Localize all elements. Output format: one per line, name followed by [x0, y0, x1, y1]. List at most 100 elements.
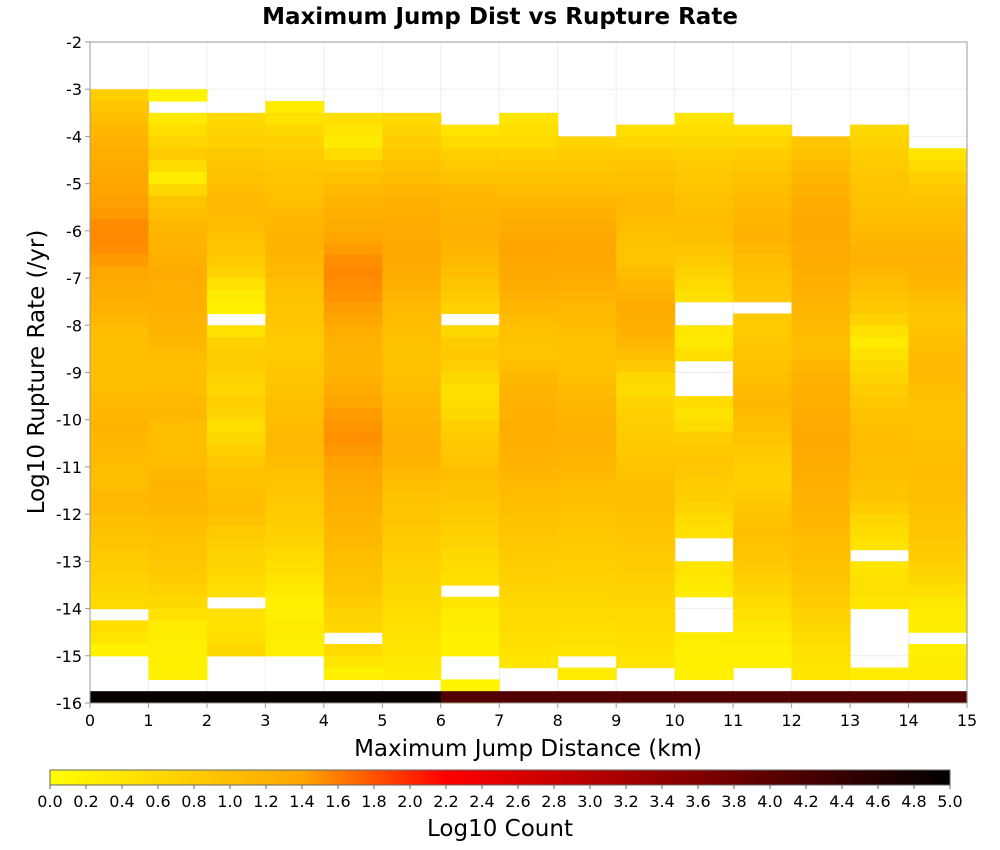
heatmap-cell: [206, 490, 266, 503]
heatmap-cell: [323, 337, 383, 350]
heatmap-cell: [90, 396, 150, 409]
heatmap-cell: [90, 254, 150, 267]
heatmap-cell: [323, 266, 383, 279]
heatmap-cell: [499, 643, 559, 657]
x-tick-label-5: 5: [377, 711, 387, 730]
y-axis-title: Log10 Rupture Rate (/yr): [24, 230, 50, 515]
heatmap-cell: [674, 136, 734, 149]
heatmap-cell: [557, 242, 617, 256]
heatmap-cell: [908, 171, 968, 185]
y-tick-label-5: -7: [66, 269, 82, 288]
heatmap-cell: [148, 112, 208, 126]
heatmap-cell: [674, 525, 734, 539]
heatmap-cell: [908, 655, 968, 669]
heatmap-cell: [674, 183, 734, 197]
heatmap-cell: [908, 431, 968, 444]
heatmap-cell: [850, 667, 910, 680]
heatmap-cell: [206, 372, 266, 385]
colorbar-tick-label-1: 0.2: [73, 792, 98, 811]
heatmap-cell: [908, 313, 968, 326]
heatmap-cell-bottom: [791, 691, 851, 703]
heatmap-cell: [557, 384, 617, 397]
heatmap-cell: [499, 632, 559, 645]
heatmap-cell: [616, 136, 676, 149]
heatmap-cell: [90, 537, 150, 551]
heatmap-cell: [557, 219, 617, 232]
heatmap-cell: [791, 549, 851, 562]
heatmap-cell: [557, 608, 617, 621]
heatmap-cell: [733, 313, 793, 326]
heatmap-cell: [90, 372, 150, 385]
heatmap-cell: [148, 466, 208, 480]
heatmap-cell: [908, 160, 968, 173]
colorbar-tick-label-8: 1.6: [325, 792, 350, 811]
heatmap-cell: [323, 502, 383, 515]
heatmap-cell: [440, 466, 500, 480]
heatmap-cell: [323, 490, 383, 503]
heatmap-cell: [382, 643, 442, 657]
heatmap-cell: [908, 608, 968, 621]
heatmap-cell: [382, 289, 442, 303]
heatmap-cell: [499, 266, 559, 279]
heatmap-cell: [90, 561, 150, 574]
heatmap-cell: [382, 301, 442, 315]
heatmap-cell: [382, 608, 442, 621]
heatmap-cell: [616, 278, 676, 291]
heatmap-cell: [206, 584, 266, 598]
x-tick-label-7: 7: [494, 711, 504, 730]
heatmap-cell: [382, 136, 442, 149]
heatmap-cell: [908, 337, 968, 350]
heatmap-cell: [206, 573, 266, 586]
heatmap-cell: [440, 455, 500, 468]
heatmap-cell: [206, 549, 266, 562]
y-tick-label-1: -3: [66, 80, 82, 99]
colorbar-tick-label-12: 2.4: [469, 792, 494, 811]
heatmap-cell: [616, 549, 676, 562]
heatmap-cell: [674, 325, 734, 338]
heatmap-cell-bottom: [382, 691, 442, 703]
heatmap-cell: [908, 348, 968, 362]
heatmap-cell: [850, 360, 910, 374]
heatmap-cell: [90, 525, 150, 539]
heatmap-cell: [382, 384, 442, 397]
heatmap-cell: [557, 407, 617, 421]
heatmap-cell: [499, 301, 559, 315]
heatmap-cell: [440, 337, 500, 350]
heatmap-cell: [265, 360, 325, 374]
heatmap-cell: [791, 301, 851, 315]
heatmap-cell: [440, 171, 500, 185]
heatmap-cell: [733, 419, 793, 433]
x-tick-label-6: 6: [436, 711, 446, 730]
heatmap-cell: [265, 561, 325, 574]
x-tick-label-10: 10: [664, 711, 684, 730]
colorbar-tick-label-18: 3.6: [685, 792, 710, 811]
colorbar-tick-label-19: 3.8: [721, 792, 746, 811]
heatmap-cell: [499, 148, 559, 161]
heatmap-cell: [148, 230, 208, 244]
heatmap-cell: [908, 443, 968, 456]
heatmap-cell: [90, 455, 150, 468]
heatmap-cell: [616, 608, 676, 621]
heatmap-cell: [206, 396, 266, 409]
heatmap-cell: [323, 254, 383, 267]
heatmap-cell: [323, 407, 383, 421]
heatmap-cell: [440, 443, 500, 456]
heatmap-cell: [90, 419, 150, 433]
heatmap-cell: [148, 325, 208, 338]
heatmap-cell: [674, 431, 734, 444]
heatmap-cell: [908, 289, 968, 303]
heatmap-cell: [440, 372, 500, 385]
heatmap-cell: [499, 254, 559, 267]
heatmap-cell: [616, 266, 676, 279]
heatmap-cell: [440, 148, 500, 161]
heatmap-cell: [791, 207, 851, 220]
colorbar-tick-label-15: 3.0: [577, 792, 602, 811]
heatmap-cell: [850, 502, 910, 515]
heatmap-cell: [791, 502, 851, 515]
heatmap-cell: [499, 478, 559, 492]
heatmap-cell: [908, 667, 968, 680]
heatmap-cell-bottom: [616, 691, 676, 703]
x-tick-label-11: 11: [723, 711, 743, 730]
heatmap-cell: [382, 466, 442, 480]
heatmap-cell: [265, 124, 325, 138]
